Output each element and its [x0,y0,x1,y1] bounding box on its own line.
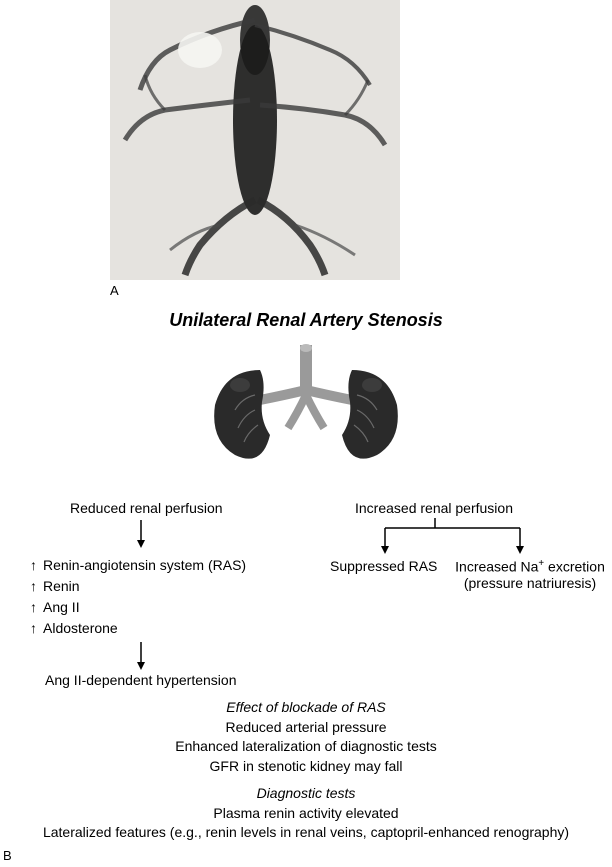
effect-heading: Effect of blockade of RAS [0,698,612,718]
diagnostic-block: Diagnostic tests Plasma renin activity e… [0,784,612,843]
up-arrow-icon: ↑ [30,618,37,639]
effect-block: Effect of blockade of RAS Reduced arteri… [0,698,612,776]
ras-item: ↑Ang II [30,597,246,618]
up-arrow-icon: ↑ [30,576,37,597]
up-arrow-icon: ↑ [30,597,37,618]
diag-line: Plasma renin activity elevated [0,804,612,824]
panel-label-b: B [3,848,12,863]
effect-line: Reduced arterial pressure [0,718,612,738]
diagram-title: Unilateral Renal Artery Stenosis [0,310,612,331]
arrow-down-1 [140,520,142,545]
suppressed-ras: Suppressed RAS [330,558,437,574]
ras-item: ↑Renin [30,576,246,597]
angiogram-image [110,0,400,280]
increased-na: Increased Na+ excretion (pressure natriu… [450,558,610,591]
diag-heading: Diagnostic tests [0,784,612,804]
angii-dependent-ht: Ang II-dependent hypertension [45,672,236,688]
left-header: Reduced renal perfusion [70,500,223,516]
kidney-illustration [200,340,412,480]
arrow-down-2 [140,642,142,667]
ras-list: ↑Renin-angiotensin system (RAS) ↑Renin ↑… [30,555,246,639]
panel-label-a: A [110,283,119,298]
branch-arrows [380,518,540,556]
ras-item: ↑Renin-angiotensin system (RAS) [30,555,246,576]
up-arrow-icon: ↑ [30,555,37,576]
effect-line: GFR in stenotic kidney may fall [0,757,612,777]
ras-item: ↑Aldosterone [30,618,246,639]
effect-line: Enhanced lateralization of diagnostic te… [0,737,612,757]
right-header: Increased renal perfusion [355,500,513,516]
diag-line: Lateralized features (e.g., renin levels… [0,823,612,843]
